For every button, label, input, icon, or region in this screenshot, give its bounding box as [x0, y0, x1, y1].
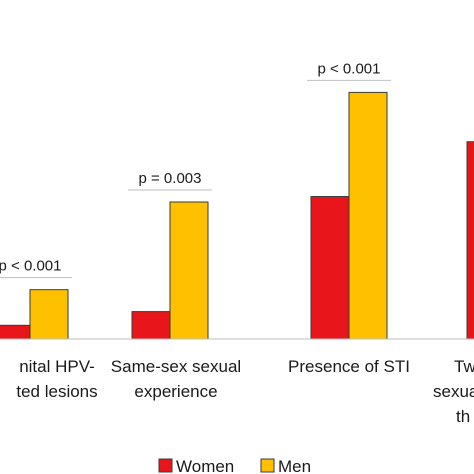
legend-swatch-women: [158, 458, 173, 473]
bars-layer: [0, 91, 474, 340]
bar-women-0: [0, 324, 31, 340]
legend: Women Men: [158, 457, 311, 474]
p-value-label-0: p < 0.001: [0, 258, 61, 275]
bar-women-3: [466, 141, 474, 340]
legend-swatch-men: [260, 458, 275, 473]
bar-women-2: [310, 196, 350, 340]
category-label-3-line-0: Tw: [454, 357, 474, 376]
category-label-2-line-0: Presence of STI: [288, 357, 410, 376]
legend-label-men: Men: [278, 457, 311, 474]
bar-men-2: [348, 91, 388, 340]
legend-label-women: Women: [176, 457, 234, 474]
bar-men-1: [169, 201, 209, 340]
bar-women-1: [131, 311, 171, 340]
category-label-1-line-0: Same-sex sexual: [111, 357, 241, 376]
p-value-label-1: p = 0.003: [139, 170, 202, 187]
category-label-3-line-1: sexua: [433, 382, 474, 401]
category-label-0-line-1: ted lesions: [16, 382, 97, 401]
bar-men-0: [29, 289, 69, 340]
category-labels: nital HPV-ted lesions Same-sex sexual expe…: [16, 357, 474, 426]
category-label-0-line-0: nital HPV-: [19, 357, 95, 376]
category-label-1-line-1: experience: [134, 382, 217, 401]
significance-annotations: p < 0.001 p = 0.003 p < 0.001: [0, 60, 391, 279]
p-value-label-2: p < 0.001: [318, 60, 381, 77]
category-label-3-line-2: th: [456, 407, 470, 426]
